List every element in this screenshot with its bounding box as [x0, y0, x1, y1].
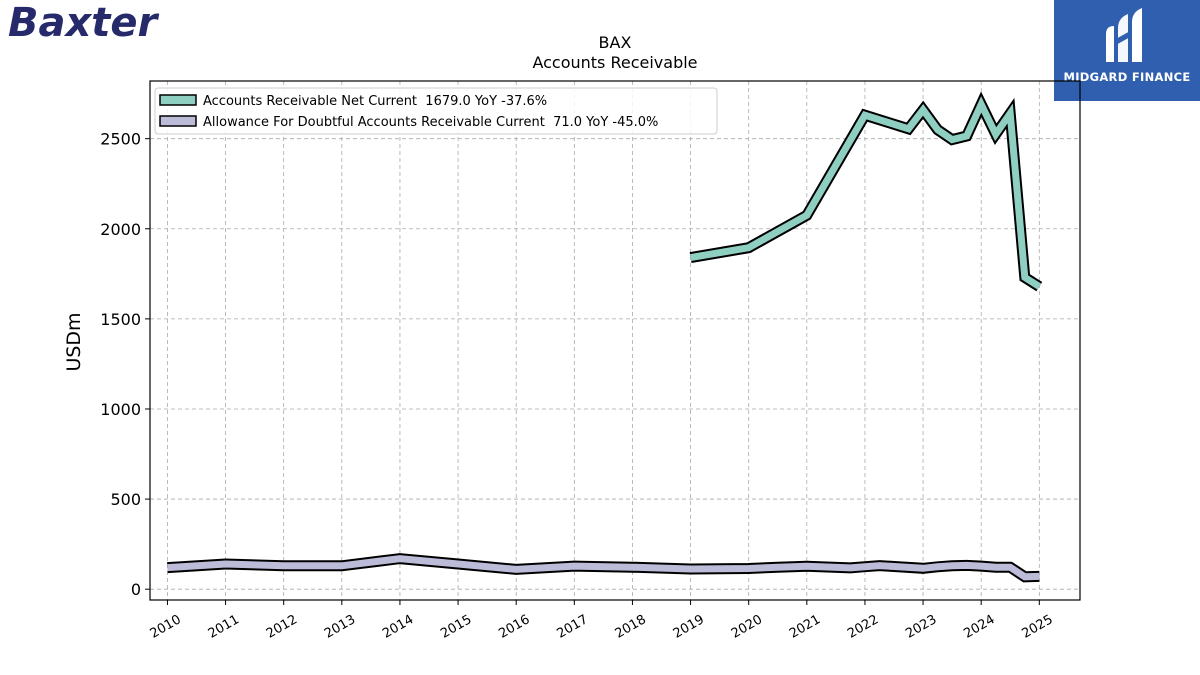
y-axis: 0 500 1000 1500 2000 2500 [100, 130, 150, 599]
x-tick-label: 2024 [961, 612, 997, 642]
y-tick-label: 0 [131, 580, 141, 599]
x-tick-label: 2019 [671, 612, 707, 642]
publisher-logo: MIDGARD FINANCE [1054, 0, 1200, 101]
x-axis: 2010 2011 2012 2013 2014 2015 2016 2017 2018 2019… [148, 600, 1056, 642]
legend-label-series2: Allowance For Doubtful Accounts Receivab… [203, 115, 658, 130]
legend: Accounts Receivable Net Current 1679.0 Y… [154, 87, 718, 135]
x-tick-label: 2018 [613, 612, 649, 642]
legend-swatch-series1 [159, 94, 197, 106]
publisher-mark-icon [1106, 8, 1142, 62]
x-tick-label: 2020 [729, 612, 765, 642]
x-tick-label: 2012 [264, 612, 300, 642]
x-tick-label: 2017 [554, 612, 590, 642]
y-tick-label: 2500 [100, 130, 141, 149]
x-tick-label: 2011 [206, 612, 242, 642]
x-tick-label: 2021 [787, 612, 823, 642]
series-layer [167, 91, 1043, 583]
series-1-line [690, 96, 1042, 290]
plot-frame [149, 80, 1081, 601]
x-tick-label: 2023 [903, 612, 939, 642]
chart-subtitle: Accounts Receivable [532, 53, 697, 72]
chart-title: BAX [599, 33, 632, 52]
x-tick-label: 2014 [380, 612, 416, 642]
x-tick-label: 2016 [496, 612, 532, 642]
x-tick-label: 2015 [438, 612, 474, 642]
company-logo: Baxter [8, 0, 158, 46]
publisher-name: MIDGARD FINANCE [1063, 70, 1191, 84]
y-tick-label: 2000 [100, 220, 141, 239]
y-axis-label: USDm [63, 312, 85, 371]
x-tick-label: 2013 [322, 612, 358, 642]
legend-swatch-series2 [159, 115, 197, 127]
legend-label-series1: Accounts Receivable Net Current 1679.0 Y… [203, 94, 547, 109]
x-tick-label: 2025 [1019, 612, 1055, 642]
series-2-line [167, 555, 1040, 581]
y-tick-label: 1500 [100, 310, 141, 329]
y-tick-label: 1000 [100, 400, 141, 419]
legend-box [154, 87, 718, 135]
x-tick-label: 2022 [845, 612, 881, 642]
grid [150, 81, 1080, 600]
x-tick-label: 2010 [148, 612, 184, 642]
y-tick-label: 500 [110, 490, 141, 509]
